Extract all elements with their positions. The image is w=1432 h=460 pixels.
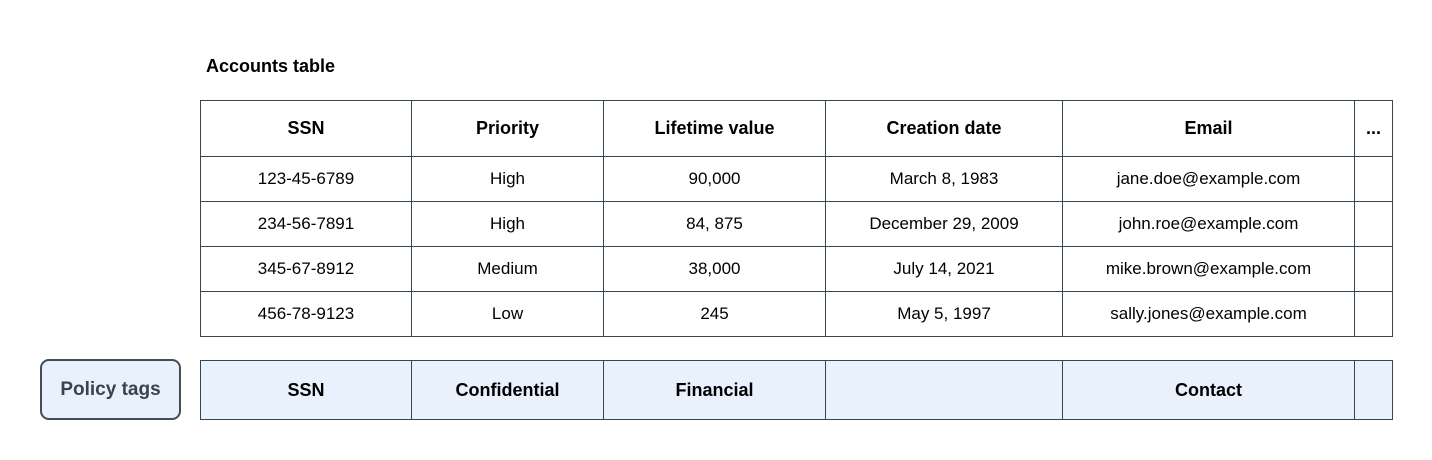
policy-tag-ssn: SSN	[200, 360, 412, 420]
column-header-lifetime-value: Lifetime value	[603, 100, 826, 157]
policy-tag-empty-creation-date	[825, 360, 1063, 420]
table-cell-creation-date: May 5, 1997	[825, 291, 1063, 337]
policy-tag-confidential: Confidential	[411, 360, 604, 420]
accounts-table: SSN Priority Lifetime value Creation dat…	[200, 100, 1393, 337]
table-row: 456-78-9123 Low 245 May 5, 1997 sally.jo…	[200, 291, 1393, 337]
table-cell-lifetime-value: 38,000	[603, 246, 826, 292]
table-cell-priority: Medium	[411, 246, 604, 292]
table-cell-email: jane.doe@example.com	[1062, 156, 1355, 202]
table-cell-more	[1354, 291, 1393, 337]
table-row: 234-56-7891 High 84, 875 December 29, 20…	[200, 201, 1393, 247]
table-cell-email: sally.jones@example.com	[1062, 291, 1355, 337]
table-cell-creation-date: December 29, 2009	[825, 201, 1063, 247]
table-cell-lifetime-value: 245	[603, 291, 826, 337]
table-cell-ssn: 234-56-7891	[200, 201, 412, 247]
policy-tag-contact: Contact	[1062, 360, 1355, 420]
table-cell-lifetime-value: 84, 875	[603, 201, 826, 247]
table-title: Accounts table	[206, 56, 336, 76]
table-cell-creation-date: March 8, 1983	[825, 156, 1063, 202]
table-cell-priority: Low	[411, 291, 604, 337]
table-cell-lifetime-value: 90,000	[603, 156, 826, 202]
policy-tag-empty-more	[1354, 360, 1393, 420]
table-cell-email: mike.brown@example.com	[1062, 246, 1355, 292]
table-cell-priority: High	[411, 156, 604, 202]
table-cell-ssn: 123-45-6789	[200, 156, 412, 202]
table-cell-more	[1354, 156, 1393, 202]
column-header-priority: Priority	[411, 100, 604, 157]
header-row: SSN Priority Lifetime value Creation dat…	[200, 100, 1393, 157]
column-header-creation-date: Creation date	[825, 100, 1063, 157]
table-cell-more	[1354, 246, 1393, 292]
column-header-more-ellipsis: ...	[1354, 100, 1393, 157]
policy-tag-cells: SSN Confidential Financial Contact	[200, 360, 1393, 420]
policy-tags-button[interactable]: Policy tags	[40, 359, 181, 420]
policy-tags-row: SSN Confidential Financial Contact	[200, 360, 1393, 420]
column-header-email: Email	[1062, 100, 1355, 157]
column-header-ssn: SSN	[200, 100, 412, 157]
table-row: 123-45-6789 High 90,000 March 8, 1983 ja…	[200, 156, 1393, 202]
table-cell-ssn: 345-67-8912	[200, 246, 412, 292]
policy-tag-financial: Financial	[603, 360, 826, 420]
table-cell-priority: High	[411, 201, 604, 247]
table-cell-creation-date: July 14, 2021	[825, 246, 1063, 292]
table-cell-ssn: 456-78-9123	[200, 291, 412, 337]
table-cell-more	[1354, 201, 1393, 247]
table-cell-email: john.roe@example.com	[1062, 201, 1355, 247]
table-row: 345-67-8912 Medium 38,000 July 14, 2021 …	[200, 246, 1393, 292]
